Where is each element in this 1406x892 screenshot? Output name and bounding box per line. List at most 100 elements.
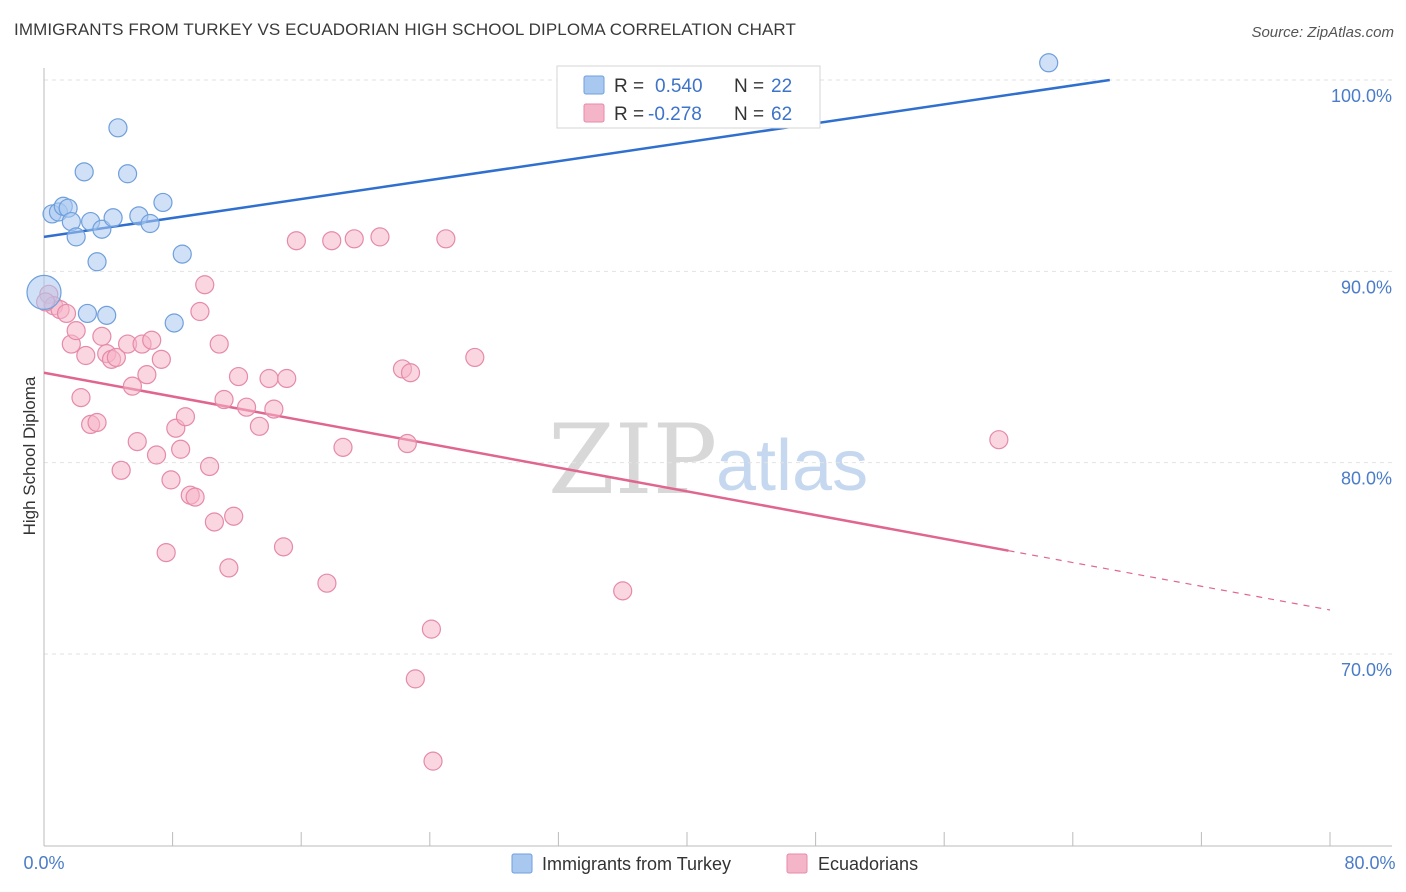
chart-title: IMMIGRANTS FROM TURKEY VS ECUADORIAN HIG… <box>14 20 796 39</box>
data-point-ecuador <box>190 301 210 322</box>
data-point-ecuador <box>264 399 284 419</box>
data-point-ecuador <box>66 321 86 341</box>
data-point-ecuador <box>214 389 234 410</box>
y-axis-title: High School Diploma <box>20 376 39 535</box>
data-point-ecuador <box>92 326 112 346</box>
data-point-ecuador <box>185 487 205 507</box>
trend-lines <box>43 78 1331 611</box>
axes <box>43 68 1392 847</box>
data-point-ecuador <box>161 470 181 490</box>
data-point-ecuador <box>122 376 143 396</box>
data-point-ecuador <box>989 430 1009 450</box>
data-point-ecuador <box>465 347 485 368</box>
legend-swatch-turkey <box>583 75 605 95</box>
bottom-legend-swatch-ecuador <box>786 853 808 874</box>
bottom-legend-swatch-turkey <box>511 853 533 874</box>
data-point-ecuador <box>333 437 353 457</box>
legend-r-label-turkey: R = <box>614 76 644 97</box>
x-ticks <box>43 832 1331 846</box>
bottom-legend-label-ecuador: Ecuadorians <box>818 854 918 874</box>
y-tick-label: 70.0% <box>1341 660 1392 680</box>
data-point-turkey <box>140 213 160 234</box>
y-tick-label: 100.0% <box>1331 86 1392 106</box>
data-point-ecuador <box>436 229 456 249</box>
data-point-ecuador <box>137 365 157 385</box>
data-point-ecuador <box>111 460 131 480</box>
data-point-ecuador <box>146 445 167 465</box>
data-point-turkey <box>26 274 62 310</box>
legend-r-label-ecuador: R = <box>614 104 644 125</box>
data-point-ecuador <box>195 275 215 295</box>
data-point-ecuador <box>421 619 442 639</box>
data-point-turkey <box>66 227 86 247</box>
legend-n-label-turkey: N = <box>734 76 764 97</box>
data-point-ecuador <box>142 330 162 350</box>
data-point-ecuador <box>76 345 96 366</box>
data-point-ecuador <box>397 433 417 454</box>
data-point-ecuador <box>106 347 126 368</box>
data-point-ecuador <box>277 368 297 389</box>
data-point-ecuador <box>322 231 342 251</box>
trend-line-ecuador-extension <box>1008 550 1331 611</box>
gridlines <box>44 79 1392 655</box>
data-point-ecuador <box>87 412 107 433</box>
data-point-turkey <box>103 208 123 228</box>
data-point-ecuador <box>317 573 337 593</box>
y-tick-label: 90.0% <box>1341 277 1392 297</box>
legend-n-value-turkey: 22 <box>771 76 792 97</box>
data-point-ecuador <box>56 303 77 324</box>
trend-line-ecuador <box>43 371 1009 552</box>
data-point-turkey <box>153 192 173 213</box>
watermark-zip: ZIP <box>548 404 717 516</box>
data-point-turkey <box>97 305 117 325</box>
y-tick-labels: 70.0% 80.0% 90.0% 100.0% <box>1331 86 1392 680</box>
data-point-turkey <box>77 303 98 324</box>
x-tick-label-max: 80.0% <box>1344 853 1395 873</box>
bottom-legend-label-turkey: Immigrants from Turkey <box>542 854 731 874</box>
data-point-ecuador <box>228 366 249 387</box>
data-point-turkey <box>92 219 112 239</box>
trend-line-turkey <box>43 78 1110 239</box>
data-point-turkey <box>87 252 107 272</box>
data-points <box>26 53 1059 771</box>
data-point-ecuador <box>224 506 244 526</box>
data-point-ecuador <box>370 227 390 247</box>
legend-n-value-ecuador: 62 <box>771 104 792 125</box>
legend-r-value-turkey: 0.540 <box>655 76 703 97</box>
data-point-turkey <box>172 244 192 264</box>
data-point-ecuador <box>613 581 633 601</box>
data-point-ecuador <box>199 456 220 477</box>
data-point-ecuador <box>151 349 171 369</box>
legend-swatch-ecuador <box>583 103 605 123</box>
series-legend: Immigrants from Turkey Ecuadorians <box>511 853 918 874</box>
legend-n-label-ecuador: N = <box>734 104 764 125</box>
y-tick-label: 80.0% <box>1341 469 1392 489</box>
data-point-ecuador <box>400 363 421 383</box>
legend-r-value-ecuador: -0.278 <box>648 104 702 125</box>
data-point-ecuador <box>204 512 224 532</box>
data-point-turkey <box>117 164 138 184</box>
data-point-turkey <box>74 162 94 182</box>
data-point-ecuador <box>71 388 91 408</box>
data-point-ecuador <box>259 368 279 389</box>
data-point-turkey <box>164 313 184 333</box>
source-credit: Source: ZipAtlas.com <box>1251 24 1394 41</box>
correlation-legend: R = 0.540 N = 22 R = -0.278 N = 62 <box>556 65 821 129</box>
data-point-ecuador <box>209 334 229 354</box>
data-point-ecuador <box>127 432 147 452</box>
data-point-turkey <box>108 118 128 138</box>
data-point-turkey <box>1039 53 1059 73</box>
watermark-atlas: atlas <box>716 426 868 506</box>
data-point-ecuador <box>175 407 196 427</box>
data-point-ecuador <box>344 229 364 249</box>
data-point-ecuador <box>249 416 270 436</box>
data-point-ecuador <box>171 439 191 459</box>
data-point-ecuador <box>423 751 443 771</box>
data-point-ecuador <box>405 669 425 689</box>
data-point-ecuador <box>236 397 257 417</box>
x-tick-label-min: 0.0% <box>23 853 64 873</box>
data-point-ecuador <box>273 537 294 557</box>
data-point-ecuador <box>286 231 306 251</box>
data-point-ecuador <box>219 558 239 578</box>
